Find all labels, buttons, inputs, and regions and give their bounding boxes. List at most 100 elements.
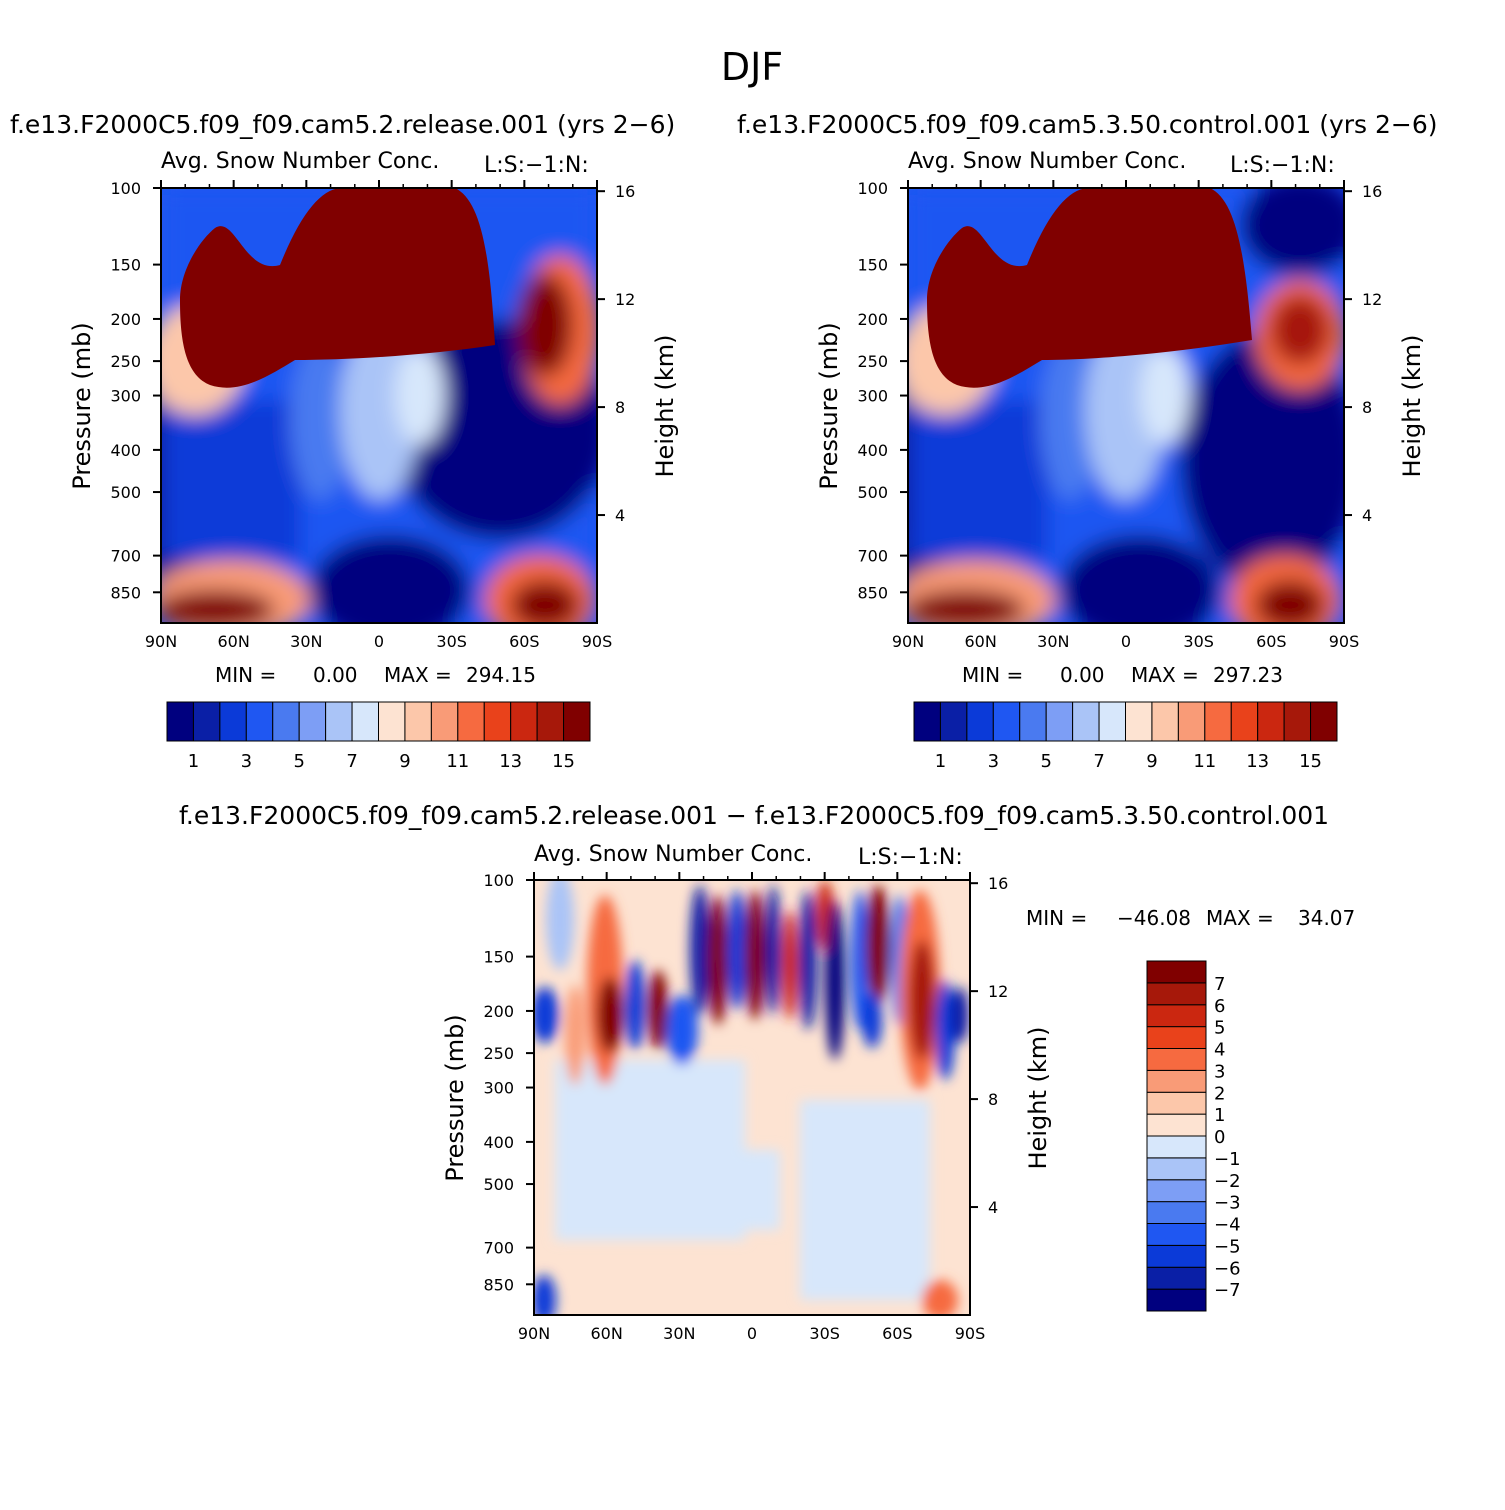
- x-tick-label: 60N: [591, 1324, 623, 1343]
- y-tick-label: 100: [110, 179, 141, 198]
- x-tick-label: 90N: [518, 1324, 550, 1343]
- panel-difference-min-value: −46.08: [1117, 906, 1191, 930]
- x-tick-label: 90N: [145, 632, 177, 651]
- colorbar-cell: [1146, 1201, 1207, 1224]
- colorbar-cell: [1146, 1113, 1207, 1137]
- colorbar-cell: [1151, 701, 1179, 742]
- x-tick-label: 90S: [1329, 632, 1360, 651]
- colorbar-label: 11: [1193, 751, 1216, 772]
- colorbar-label: 7: [1214, 974, 1225, 995]
- y-right-tick-label: 8: [1362, 398, 1372, 417]
- panel-difference-axes: 90N 60N 30N 0 30S 60S 90S 100 150 200 250 300 400 500…: [483, 871, 1008, 1343]
- x-tick-label: 90N: [892, 632, 924, 651]
- y-tick-label: 700: [110, 547, 141, 566]
- panel-release-field: [161, 188, 597, 623]
- colorbar-label: 15: [552, 751, 575, 772]
- colorbar-cell: [378, 701, 406, 742]
- y-tick-label: 250: [110, 352, 141, 371]
- figure-title: DJF: [721, 45, 783, 89]
- colorbar-cell: [1072, 701, 1100, 742]
- colorbar-cell: [483, 701, 512, 742]
- colorbar-label: 6: [1214, 996, 1225, 1017]
- colorbar-label: 11: [446, 751, 469, 772]
- colorbar-cell: [563, 701, 591, 742]
- y-right-tick-label: 8: [615, 398, 625, 417]
- colorbar-cell: [351, 701, 379, 742]
- colorbar-cell: [1283, 701, 1312, 742]
- colorbar-label: 1: [188, 751, 199, 772]
- panel-release-ylabel-right: Height (km): [651, 335, 679, 478]
- panel-difference-ylabel: Pressure (mb): [441, 1014, 469, 1181]
- colorbar-label: 7: [346, 751, 357, 772]
- panel-control-ylabel: Pressure (mb): [815, 322, 843, 489]
- colorbar-cell: [1146, 1135, 1207, 1159]
- colorbar-cell: [404, 701, 432, 742]
- panel-control-ylabel-right: Height (km): [1398, 335, 1426, 478]
- colorbar-cell: [1310, 701, 1338, 742]
- colorbar-cell: [1230, 701, 1259, 742]
- y-right-tick-label: 4: [1362, 506, 1372, 525]
- x-tick-label: 60S: [882, 1324, 913, 1343]
- colorbar-cell: [1098, 701, 1126, 742]
- colorbar-cell: [325, 701, 353, 742]
- panel-control-title: f.e13.F2000C5.f09_f09.cam5.3.50.control.…: [737, 110, 1438, 139]
- colorbar-label: −4: [1214, 1215, 1241, 1236]
- y-right-tick-label: 12: [615, 290, 635, 309]
- colorbar-cell: [1146, 1288, 1207, 1312]
- y-right-tick-label: 4: [615, 506, 625, 525]
- panel-control-min-value: 0.00: [1060, 663, 1105, 687]
- x-tick-label: 60N: [965, 632, 997, 651]
- colorbar-cell: [1204, 701, 1232, 742]
- colorbar-cell: [1257, 701, 1285, 742]
- y-right-tick-label: 12: [1362, 290, 1382, 309]
- colorbar-label: 13: [1246, 751, 1269, 772]
- y-tick-label: 150: [857, 256, 888, 275]
- x-tick-label: 60S: [1256, 632, 1287, 651]
- panel-release-title: f.e13.F2000C5.f09_f09.cam5.2.release.001…: [10, 110, 675, 139]
- colorbar-label: 5: [1040, 751, 1051, 772]
- panel-release: f.e13.F2000C5.f09_f09.cam5.2.release.001…: [10, 110, 679, 772]
- y-tick-label: 500: [857, 483, 888, 502]
- panel-control-max-value: 297.23: [1213, 663, 1283, 687]
- y-tick-label: 250: [483, 1044, 514, 1063]
- y-right-tick-label: 8: [988, 1090, 998, 1109]
- colorbar-label: 13: [499, 751, 522, 772]
- x-tick-label: 30N: [1037, 632, 1069, 651]
- colorbar-cell: [1146, 1004, 1207, 1028]
- colorbar-label: 5: [293, 751, 304, 772]
- colorbar-cell: [1125, 701, 1153, 742]
- colorbar-cell: [1146, 1069, 1207, 1093]
- colorbar-cell: [272, 701, 300, 742]
- colorbar-cell: [245, 701, 274, 742]
- colorbar-label: −6: [1214, 1258, 1241, 1279]
- panel-difference-corner: L:S:−1:N:: [858, 845, 963, 870]
- x-tick-label: 30S: [1183, 632, 1214, 651]
- colorbar-cell: [1045, 701, 1074, 742]
- colorbar-cell: [1146, 1266, 1207, 1290]
- y-right-tick-label: 4: [988, 1198, 998, 1217]
- y-tick-label: 200: [483, 1002, 514, 1021]
- y-tick-label: 700: [483, 1239, 514, 1258]
- panel-control-max-label: MAX =: [1131, 663, 1199, 687]
- x-tick-label: 90S: [582, 632, 613, 651]
- colorbar-cell: [192, 701, 221, 742]
- panel-difference-title: f.e13.F2000C5.f09_f09.cam5.2.release.001…: [179, 801, 1329, 830]
- y-tick-label: 850: [483, 1275, 514, 1294]
- colorbar-cell: [510, 701, 538, 742]
- x-tick-label: 0: [747, 1324, 757, 1343]
- colorbar-label: 3: [241, 751, 252, 772]
- x-tick-label: 0: [1121, 632, 1131, 651]
- colorbar-cell: [298, 701, 327, 742]
- colorbar-cell: [1146, 1179, 1207, 1203]
- y-tick-label: 400: [110, 441, 141, 460]
- panel-control-label: Avg. Snow Number Conc.: [908, 149, 1186, 174]
- y-tick-label: 300: [483, 1079, 514, 1098]
- y-tick-label: 200: [110, 310, 141, 329]
- y-right-tick-label: 12: [988, 982, 1008, 1001]
- colorbar-label: 3: [1214, 1061, 1225, 1082]
- y-tick-label: 500: [483, 1175, 514, 1194]
- y-right-tick-label: 16: [988, 874, 1008, 893]
- y-tick-label: 150: [110, 256, 141, 275]
